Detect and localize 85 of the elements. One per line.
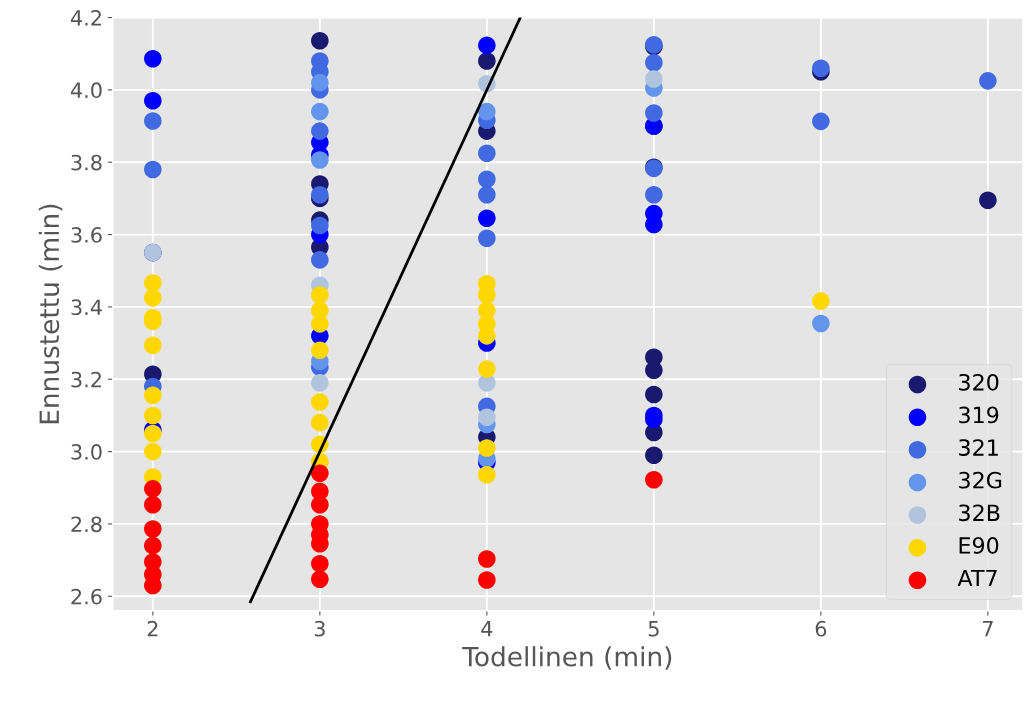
point bbox=[144, 520, 162, 538]
point bbox=[478, 229, 496, 247]
point bbox=[144, 536, 162, 555]
y-tick-label: 4.0 bbox=[70, 82, 102, 99]
y-tick-label: 3.8 bbox=[71, 154, 102, 171]
y-tick-label: 2.6 bbox=[71, 588, 102, 605]
y-tick-label: 2.8 bbox=[71, 516, 102, 533]
point bbox=[478, 186, 496, 204]
point bbox=[144, 406, 162, 425]
point bbox=[311, 374, 329, 392]
point bbox=[478, 408, 496, 427]
point bbox=[645, 53, 663, 72]
point bbox=[478, 360, 496, 378]
point bbox=[144, 386, 162, 404]
point bbox=[144, 289, 162, 307]
point bbox=[812, 112, 830, 131]
point bbox=[478, 36, 496, 55]
legend-label: E90 bbox=[959, 537, 999, 554]
point bbox=[311, 315, 329, 333]
point bbox=[645, 104, 663, 122]
point bbox=[311, 464, 329, 483]
point bbox=[144, 50, 162, 68]
point bbox=[311, 341, 329, 360]
point bbox=[812, 292, 830, 310]
x-tick-label: 2 bbox=[147, 620, 158, 637]
point bbox=[311, 31, 329, 50]
legend-label: 32G bbox=[959, 471, 1002, 489]
point bbox=[478, 571, 496, 589]
point bbox=[979, 191, 997, 209]
y-tick-label: 3.2 bbox=[71, 371, 101, 388]
x-tick-label: 6 bbox=[815, 620, 827, 637]
point bbox=[478, 327, 496, 345]
point bbox=[311, 286, 329, 304]
y-tick-label: 3.6 bbox=[71, 227, 102, 243]
point bbox=[144, 424, 162, 443]
point bbox=[478, 465, 496, 484]
y-tick-label: 3.0 bbox=[71, 444, 102, 460]
point bbox=[144, 112, 162, 130]
point bbox=[311, 554, 329, 573]
point bbox=[144, 495, 162, 514]
point bbox=[144, 274, 162, 292]
y-tick-label: 4.2 bbox=[70, 10, 101, 26]
point bbox=[645, 361, 663, 379]
point bbox=[144, 160, 162, 179]
x-axis-title: Todellinen (min) bbox=[462, 646, 672, 670]
legend-label: 320 bbox=[959, 373, 999, 391]
point bbox=[311, 73, 329, 92]
point bbox=[478, 144, 496, 162]
point bbox=[311, 186, 329, 204]
legend-label: AT7 bbox=[957, 569, 997, 587]
point bbox=[645, 385, 663, 404]
point bbox=[144, 480, 162, 498]
point bbox=[812, 59, 830, 77]
point bbox=[311, 216, 329, 235]
y-axis-title: Ennustettu (min) bbox=[38, 204, 63, 424]
point bbox=[645, 186, 663, 204]
point bbox=[311, 413, 329, 432]
point bbox=[979, 72, 997, 90]
point bbox=[478, 209, 496, 228]
point bbox=[144, 442, 162, 461]
point bbox=[812, 314, 830, 333]
point bbox=[311, 393, 329, 411]
point bbox=[478, 550, 496, 568]
y-tick-label: 3.4 bbox=[71, 299, 102, 316]
point bbox=[478, 439, 496, 457]
legend-label: 32B bbox=[959, 504, 1000, 522]
point bbox=[478, 52, 496, 70]
x-tick-label: 5 bbox=[648, 621, 659, 637]
point bbox=[311, 251, 329, 269]
point bbox=[645, 70, 663, 88]
legend-label: 319 bbox=[959, 406, 999, 424]
legend-label: 321 bbox=[959, 439, 998, 456]
point bbox=[645, 471, 663, 489]
point bbox=[478, 170, 496, 189]
point bbox=[311, 122, 329, 140]
point bbox=[645, 446, 663, 464]
point bbox=[311, 102, 329, 121]
point bbox=[144, 91, 162, 110]
point bbox=[311, 151, 329, 169]
point bbox=[144, 336, 162, 355]
x-tick-label: 3 bbox=[314, 620, 325, 637]
point bbox=[311, 570, 329, 589]
x-tick-label: 4 bbox=[481, 621, 493, 637]
point bbox=[478, 102, 496, 121]
x-tick-label: 7 bbox=[982, 621, 993, 637]
